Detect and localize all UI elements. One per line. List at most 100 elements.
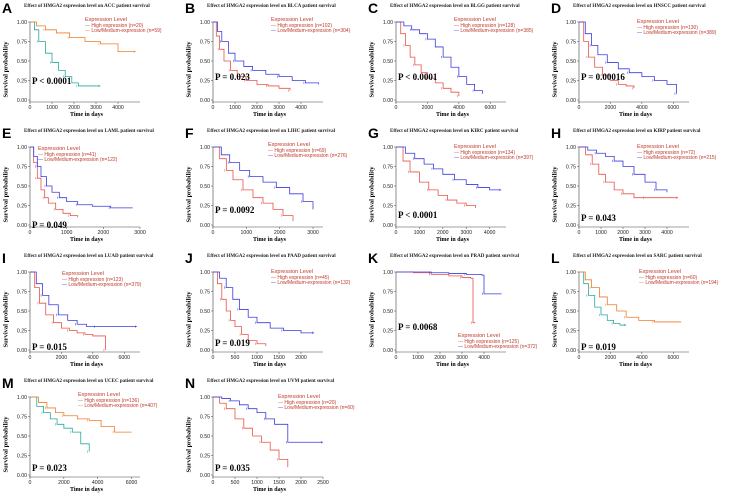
y-axis-label-wrap: Survival probability <box>0 290 10 350</box>
legend-entry-low: — Low/Medium-expression (n=304) <box>271 28 350 35</box>
legend-label: Low/Medium-expression (n=397) <box>460 155 534 161</box>
y-axis-label-wrap: Survival probability <box>549 40 559 100</box>
legend-header: Expression Level <box>637 19 679 25</box>
y-tick-label: 1.00 <box>200 395 210 401</box>
legend-entry-high: — High expression (n=45) <box>271 275 350 282</box>
x-tick-label: 2000 <box>274 230 286 236</box>
legend-entry-low: — Low/Medium-expression (n=389) <box>637 30 716 37</box>
legend-entry-low: — Low/Medium-expression (n=379) <box>62 282 141 289</box>
x-tick-label: 0 <box>212 480 215 486</box>
panel-title: Effect of HMGA2 expression level on PAAD… <box>207 254 336 259</box>
x-axis-label: Time in days <box>253 237 286 243</box>
legend-header: Expression Level <box>85 17 127 23</box>
x-tick-label: 0 <box>29 480 32 486</box>
x-tick-label: 3000 <box>456 355 468 361</box>
y-axis-label: Survival probability <box>551 166 559 223</box>
y-axis-label: Survival probability <box>368 166 376 223</box>
panel-title: Effect of HMGA2 expression level on KIRC… <box>390 129 519 134</box>
y-tick-label: 0.00 <box>383 223 393 229</box>
y-tick-label: 0.00 <box>200 223 210 229</box>
x-tick-label: 4000 <box>661 230 673 236</box>
y-axis-label-wrap: Survival probability <box>366 40 376 100</box>
y-tick-label: 1.00 <box>17 145 27 151</box>
panel-g: 0.00 0.25 0.50 0.75 1.00 0 1000 2000 3000 4000 G Ef… <box>366 125 549 250</box>
legend-swatch: — <box>637 155 644 161</box>
legend-label: High expression (n=60) <box>645 274 698 281</box>
x-tick-label: 3000 <box>460 230 472 236</box>
legend-entry-low: — Low/Medium-expression (n=60) <box>278 405 355 412</box>
panel-title: Effect of HMGA2 expression level on ACC … <box>24 4 150 9</box>
survival-curve-high <box>213 21 291 91</box>
p-value: P = 0.019 <box>215 338 250 348</box>
legend-entry-low: — Low/Medium-expression (n=407) <box>78 403 158 410</box>
p-value: P < 0.0001 <box>398 210 438 220</box>
survival-curve-high <box>213 146 294 222</box>
legend-label: High expression (n=125) <box>464 338 520 345</box>
y-tick-label: 1.00 <box>566 145 576 151</box>
y-tick-label: 0.00 <box>383 348 393 354</box>
legend: Expression Level — High expression (n=134… <box>454 144 534 162</box>
panel-letter: K <box>368 250 379 266</box>
y-axis-label: Survival probability <box>185 166 193 223</box>
x-tick-label: 2000 <box>617 230 629 236</box>
x-axis-label: Time in days <box>70 112 103 118</box>
x-axis-label: Time in days <box>253 362 286 368</box>
x-tick-label: 6000 <box>119 355 131 361</box>
y-tick-label: 0.75 <box>17 39 27 45</box>
p-value: P = 0.035 <box>215 463 250 473</box>
x-tick-label: 3000 <box>639 230 651 236</box>
x-tick-label: 0 <box>29 105 32 111</box>
legend-entry-low: — Low/Medium-expression (n=397) <box>454 155 534 162</box>
legend: Expression Level — High expression (n=102… <box>271 17 350 35</box>
survival-curve-high <box>30 271 106 350</box>
y-tick-label: 0.25 <box>200 78 210 84</box>
survival-curve-high <box>30 21 101 87</box>
y-axis-label-wrap: Survival probability <box>183 415 193 475</box>
x-tick-label: 3000 <box>273 105 285 111</box>
survival-curve-low <box>579 21 677 94</box>
legend: Expression Level — High expression (n=136… <box>78 392 158 410</box>
legend-entry-high: — High expression (n=136) <box>78 398 157 405</box>
legend-swatch: — <box>268 153 275 159</box>
x-tick-label: 1000 <box>412 355 424 361</box>
legend-label: High expression (n=20) <box>91 22 144 29</box>
survival-curve-low <box>30 271 137 327</box>
y-axis-label: Survival probability <box>185 416 193 473</box>
y-tick-label: 1.00 <box>17 270 27 276</box>
x-tick-label: 1000 <box>229 105 241 111</box>
legend-entry-high: — High expression (n=72) <box>637 150 716 157</box>
x-tick-label: 0 <box>395 105 398 111</box>
y-tick-label: 1.00 <box>17 20 27 26</box>
km-plot-n: 0.00 0.25 0.50 0.75 1.00 0 500 1000 1500 2000 2500 <box>200 395 329 486</box>
legend-swatch: — <box>639 274 646 281</box>
legend-label: Low/Medium-expression (n=407) <box>84 403 158 409</box>
x-tick-label: 2000 <box>434 355 446 361</box>
legend-label: Low/Medium-expression (n=122) <box>44 157 118 163</box>
legend-label: Low/Medium-expression (n=132) <box>277 280 351 286</box>
survival-curve-low <box>579 271 682 323</box>
legend-label: High expression (n=69) <box>274 147 327 154</box>
panel-j: 0.00 0.25 0.50 0.75 1.00 0 500 1000 1500 2000 J Eff… <box>183 250 366 375</box>
y-axis-label: Survival probability <box>2 416 10 473</box>
legend-header: Expression Level <box>278 394 320 400</box>
legend-swatch: — <box>454 155 461 161</box>
legend-entry-high: — High expression (n=134) <box>454 150 533 157</box>
legend-entry-low: — Low/Medium-expression (n=122) <box>38 157 118 164</box>
x-tick-label: 1000 <box>241 230 253 236</box>
x-tick-label: 6000 <box>485 105 497 111</box>
y-tick-label: 0.75 <box>566 39 576 45</box>
x-tick-label: 4000 <box>87 355 99 361</box>
km-plot-k: 0.00 0.25 0.50 0.75 1.00 0 1000 2000 3000 4000 <box>383 270 506 361</box>
y-tick-label: 0.00 <box>200 473 210 479</box>
y-tick-label: 0.50 <box>17 309 27 315</box>
survival-curve-high <box>579 146 678 199</box>
legend-label: High expression (n=128) <box>460 22 516 29</box>
legend-entry-high: — High expression (n=41) <box>38 152 117 159</box>
km-plot-l: 0.00 0.25 0.50 0.75 1.00 0 2000 4000 6000 <box>566 270 689 361</box>
y-tick-label: 0.50 <box>17 184 27 190</box>
panel-b: 0.00 0.25 0.50 0.75 1.00 0 1000 2000 3000 4000 B Ef… <box>183 0 366 125</box>
x-tick-label: 2000 <box>605 355 617 361</box>
panel-letter: C <box>368 0 379 16</box>
legend-entry-low: — Low/Medium-expression (n=215) <box>637 155 716 162</box>
x-tick-label: 0 <box>395 355 398 361</box>
